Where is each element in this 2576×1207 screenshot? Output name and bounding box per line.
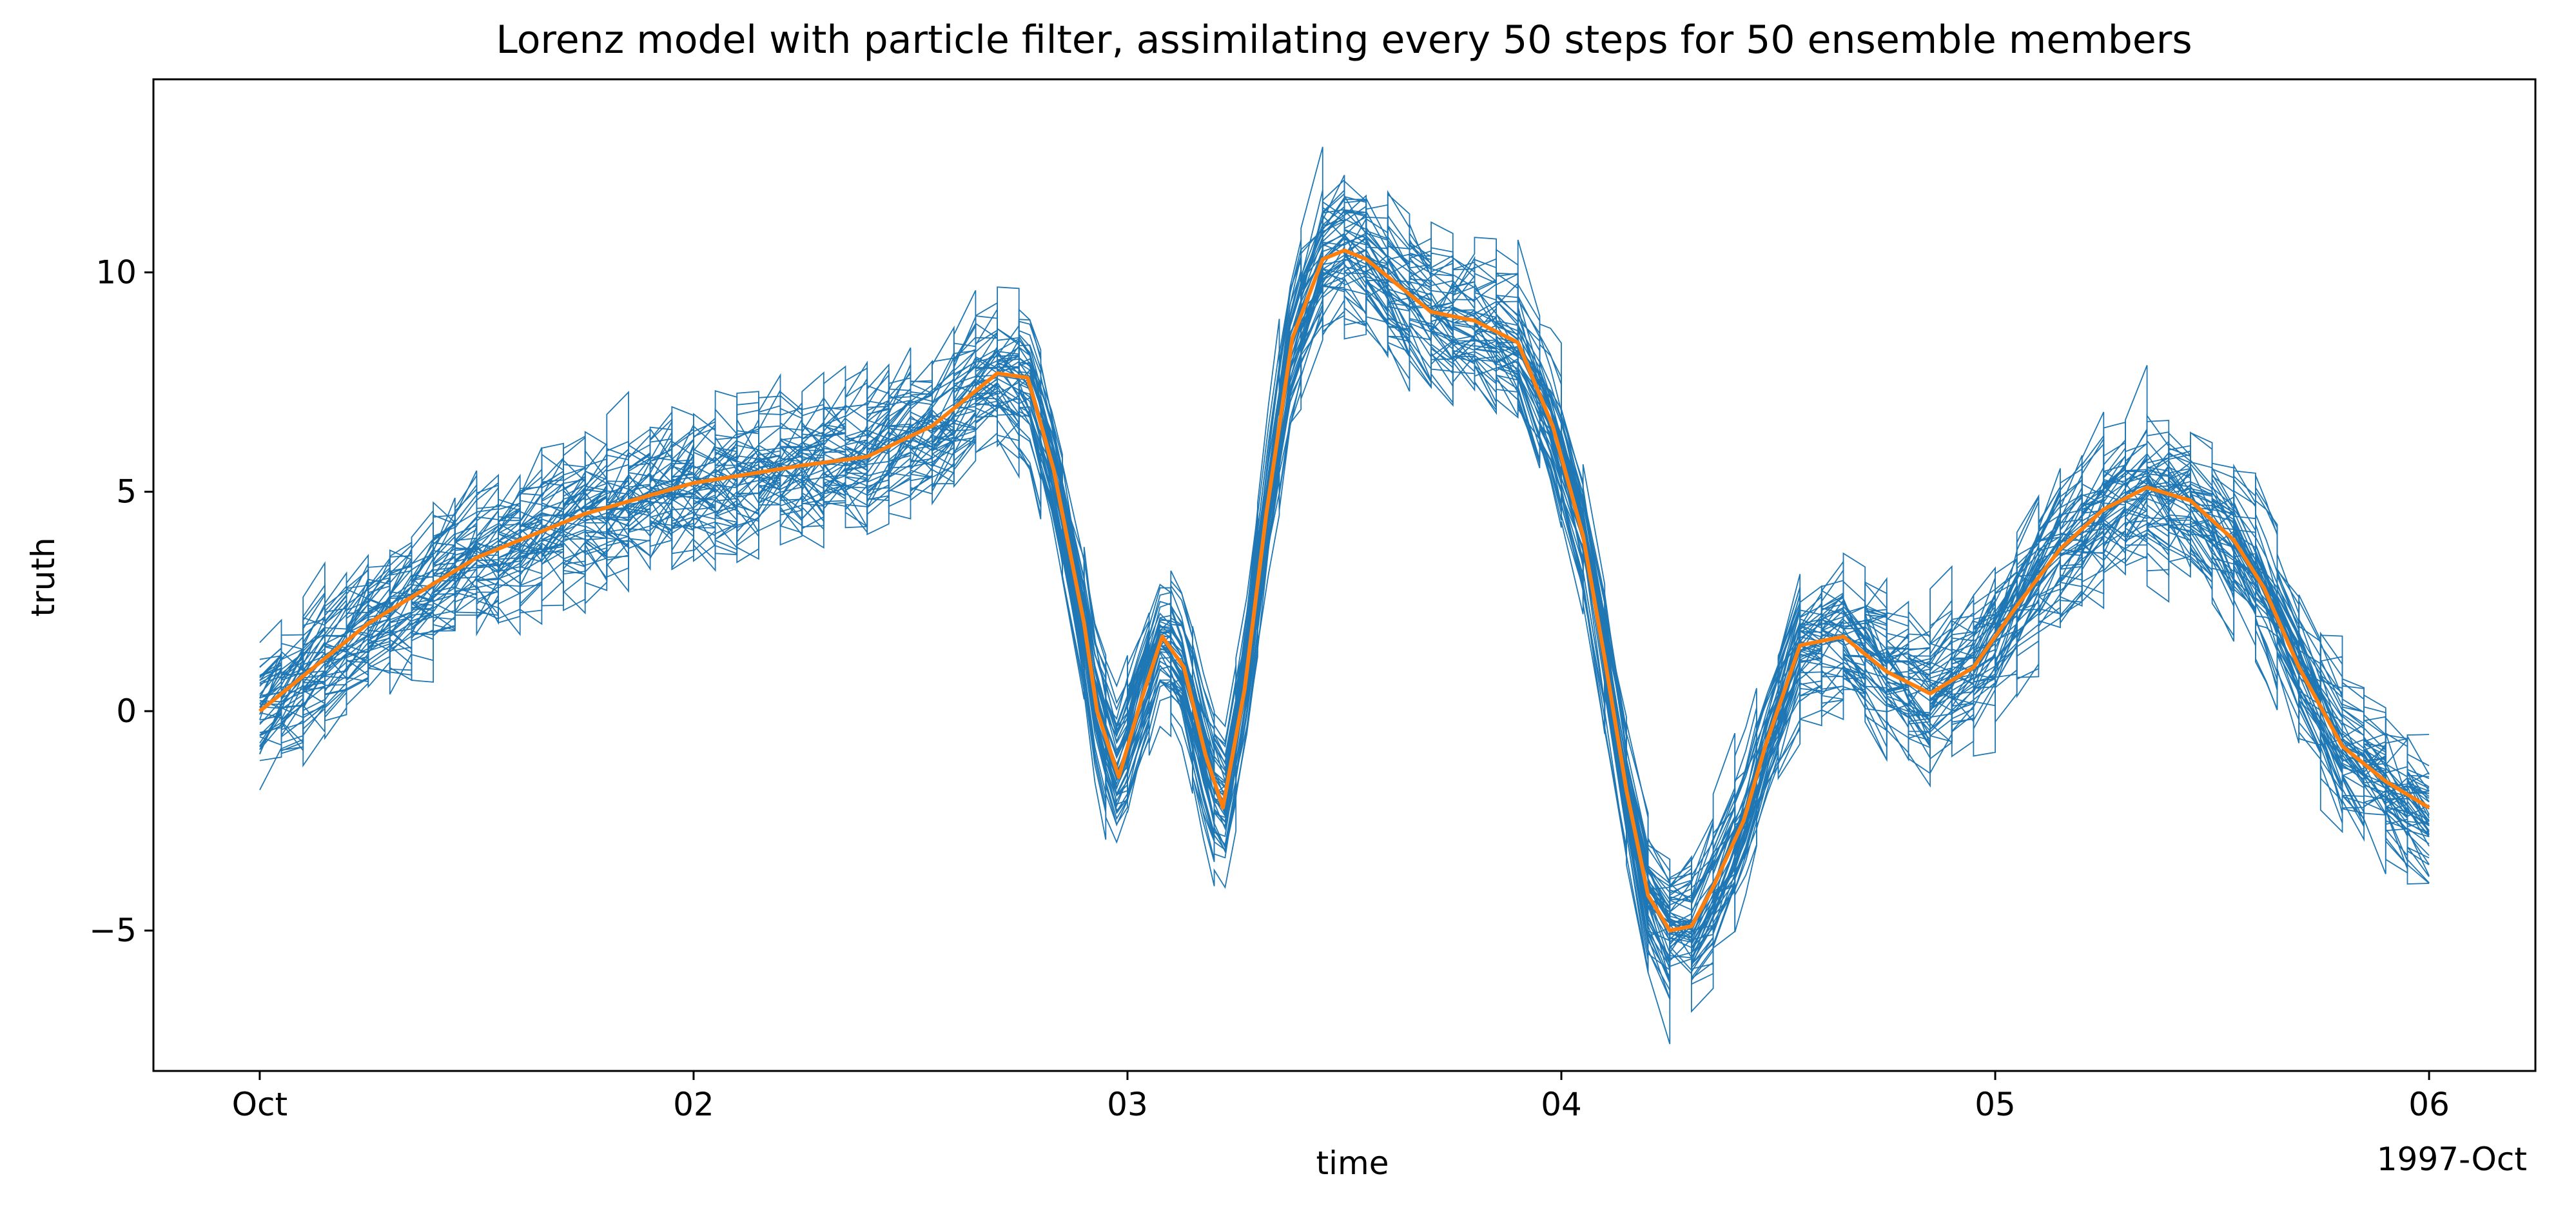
chart-title: Lorenz model with particle filter, assim… [496,17,2192,63]
x-tick-label: 02 [673,1086,714,1123]
y-axis-ticks: −5 0 5 10 [89,253,153,949]
x-axis-offset-label: 1997-Oct [2377,1141,2527,1178]
x-tick-label: 03 [1107,1086,1148,1123]
x-tick-label: 05 [1975,1086,2016,1123]
truth-series [259,248,2430,933]
axes-frame [152,78,2537,1072]
x-axis-label: time [1316,1144,1389,1182]
y-tick-label: 0 [116,692,137,730]
y-axis-label: truth [24,537,62,616]
y-tick-label: −5 [89,912,137,949]
x-tick-label: Oct [232,1086,288,1123]
ensemble-member-line [259,175,2430,939]
x-tick-label: 04 [1541,1086,1582,1123]
ensemble-member-line [259,211,2430,932]
y-tick-label: 5 [116,473,137,511]
x-axis-ticks: Oct 02 03 04 05 06 [232,1071,2450,1123]
y-tick-label: 10 [95,253,137,291]
plot-area [259,146,2430,1045]
x-tick-label: 06 [2408,1086,2450,1123]
truth-line [259,248,2430,933]
